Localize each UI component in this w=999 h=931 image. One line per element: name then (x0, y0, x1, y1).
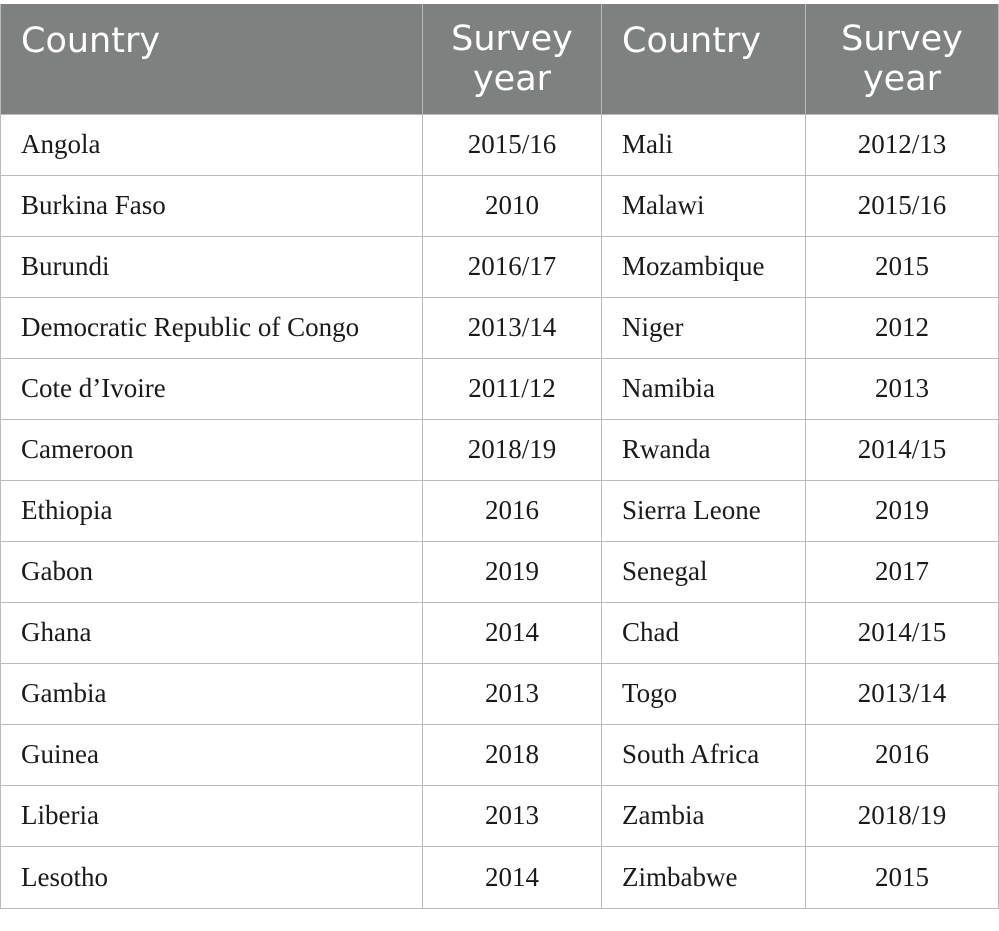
cell-survey-year-right: 2015/16 (805, 174, 999, 237)
cell-survey-year-left: 2015/16 (422, 113, 602, 176)
cell-country-left: Liberia (0, 784, 423, 847)
cell-country-left: Ethiopia (0, 479, 423, 542)
cell-survey-year-left: 2010 (422, 174, 602, 237)
cell-country-left: Angola (0, 113, 423, 176)
cell-survey-year-left: 2014 (422, 601, 602, 664)
cell-survey-year-right: 2013/14 (805, 662, 999, 725)
table-row: Lesotho 2014 Zimbabwe 2015 (0, 845, 999, 909)
cell-country-right: Niger (601, 296, 806, 359)
cell-survey-year-right: 2015 (805, 845, 999, 909)
table-row: Burkina Faso 2010 Malawi 2015/16 (0, 174, 999, 237)
cell-country-left: Gabon (0, 540, 423, 603)
cell-country-right: Rwanda (601, 418, 806, 481)
cell-survey-year-left: 2016/17 (422, 235, 602, 298)
table-row: Burundi 2016/17 Mozambique 2015 (0, 235, 999, 298)
table-row: Liberia 2013 Zambia 2018/19 (0, 784, 999, 847)
table-row: Guinea 2018 South Africa 2016 (0, 723, 999, 786)
cell-survey-year-left: 2013/14 (422, 296, 602, 359)
table-row: Angola 2015/16 Mali 2012/13 (0, 113, 999, 176)
table-row: Gabon 2019 Senegal 2017 (0, 540, 999, 603)
survey-table: Country Survey year Country Survey year An… (0, 4, 999, 909)
table-row: Democratic Republic of Congo 2013/14 Niger… (0, 296, 999, 359)
cell-country-left: Ghana (0, 601, 423, 664)
cell-country-left: Cote d’Ivoire (0, 357, 423, 420)
header-survey-year-left: Survey year (422, 4, 602, 114)
cell-country-right: Chad (601, 601, 806, 664)
cell-survey-year-right: 2015 (805, 235, 999, 298)
cell-survey-year-right: 2014/15 (805, 601, 999, 664)
cell-country-right: Namibia (601, 357, 806, 420)
cell-country-right: South Africa (601, 723, 806, 786)
cell-country-right: Sierra Leone (601, 479, 806, 542)
cell-survey-year-right: 2013 (805, 357, 999, 420)
cell-survey-year-right: 2012 (805, 296, 999, 359)
header-survey-year-right: Survey year (805, 4, 999, 114)
cell-survey-year-right: 2012/13 (805, 113, 999, 176)
cell-country-left: Lesotho (0, 845, 423, 909)
cell-survey-year-left: 2018 (422, 723, 602, 786)
cell-survey-year-left: 2018/19 (422, 418, 602, 481)
cell-country-right: Zambia (601, 784, 806, 847)
cell-country-right: Zimbabwe (601, 845, 806, 909)
cell-country-left: Democratic Republic of Congo (0, 296, 423, 359)
cell-country-right: Mozambique (601, 235, 806, 298)
header-country-left: Country (0, 4, 423, 114)
cell-survey-year-left: 2014 (422, 845, 602, 909)
table-header: Country Survey year Country Survey year (0, 4, 999, 114)
table-row: Ethiopia 2016 Sierra Leone 2019 (0, 479, 999, 542)
cell-country-right: Mali (601, 113, 806, 176)
cell-country-right: Togo (601, 662, 806, 725)
cell-survey-year-right: 2017 (805, 540, 999, 603)
cell-country-left: Cameroon (0, 418, 423, 481)
cell-survey-year-left: 2016 (422, 479, 602, 542)
cell-survey-year-right: 2016 (805, 723, 999, 786)
table-row: Cameroon 2018/19 Rwanda 2014/15 (0, 418, 999, 481)
table-body: Angola 2015/16 Mali 2012/13 Burkina Faso 2010… (0, 113, 999, 909)
header-country-right: Country (601, 4, 806, 114)
cell-survey-year-left: 2019 (422, 540, 602, 603)
cell-survey-year-left: 2013 (422, 662, 602, 725)
table-row: Gambia 2013 Togo 2013/14 (0, 662, 999, 725)
cell-survey-year-right: 2019 (805, 479, 999, 542)
cell-country-left: Guinea (0, 723, 423, 786)
cell-country-right: Senegal (601, 540, 806, 603)
cell-survey-year-right: 2014/15 (805, 418, 999, 481)
cell-country-left: Gambia (0, 662, 423, 725)
cell-survey-year-left: 2011/12 (422, 357, 602, 420)
table-row: Ghana 2014 Chad 2014/15 (0, 601, 999, 664)
cell-country-left: Burkina Faso (0, 174, 423, 237)
cell-country-left: Burundi (0, 235, 423, 298)
cell-survey-year-right: 2018/19 (805, 784, 999, 847)
table-row: Cote d’Ivoire 2011/12 Namibia 2013 (0, 357, 999, 420)
cell-survey-year-left: 2013 (422, 784, 602, 847)
header-row: Country Survey year Country Survey year (0, 4, 999, 114)
cell-country-right: Malawi (601, 174, 806, 237)
